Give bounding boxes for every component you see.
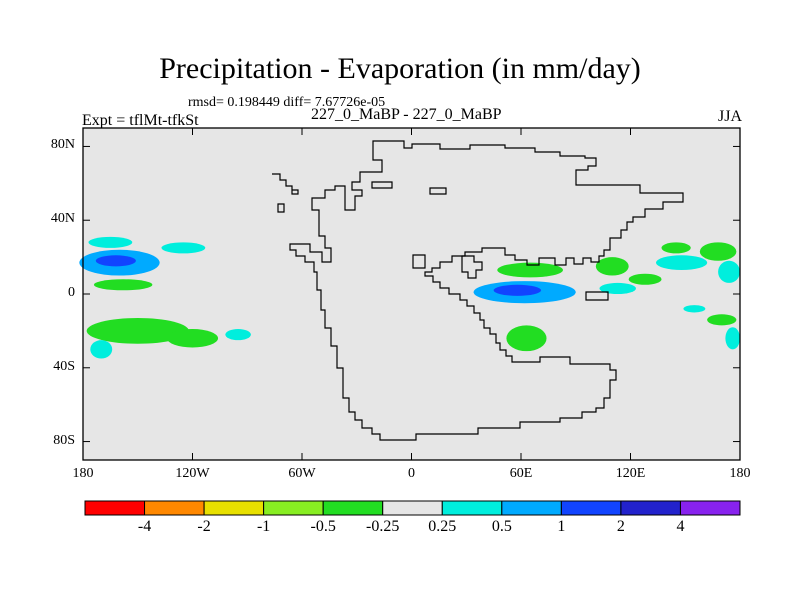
contour-blob-8 (225, 329, 251, 341)
experiment-label: Expt = tflMt-tfkSt (82, 112, 199, 129)
colorbar-label: -0.25 (366, 518, 400, 535)
colorbar-label: 0.25 (428, 518, 457, 535)
contour-blob-15 (628, 273, 662, 285)
colorbar-label: -1 (256, 518, 271, 535)
colorbar-box-10 (679, 500, 741, 516)
x-tick-label: 180 (729, 466, 751, 481)
contour-blob-5 (86, 317, 189, 344)
continent-outline (289, 140, 684, 441)
contour-blob-3 (161, 242, 206, 254)
period-label: 227_0_MaBP - 227_0_MaBP (311, 106, 502, 123)
colorbar-box-0 (84, 500, 146, 516)
colorbar-label: 2 (616, 518, 625, 535)
colorbar-box-3 (263, 500, 324, 516)
contour-blob-9 (497, 262, 563, 278)
contour-blob-1 (95, 255, 136, 267)
map-background (83, 128, 740, 460)
contour-blob-17 (661, 242, 691, 254)
contour-blob-16 (656, 255, 708, 271)
colorbar-box-7 (501, 500, 562, 516)
x-tick-label: 0 (408, 466, 415, 481)
colorbar-box-6 (441, 500, 503, 516)
island-outline (272, 173, 299, 213)
y-tick-label: 40S (53, 358, 75, 374)
y-tick-label: 80N (50, 137, 75, 153)
contour-blob-12 (506, 325, 547, 352)
colorbar-label: 0.5 (491, 518, 512, 535)
contour-blob-11 (493, 284, 542, 296)
y-tick-label: 0 (68, 285, 75, 300)
colorbar-box-5 (382, 500, 443, 516)
colorbar-box-4 (322, 500, 384, 516)
colorbar-label: -0.5 (310, 518, 336, 535)
y-tick-label: 80S (53, 432, 75, 448)
season-label: JJA (717, 108, 742, 125)
contour-blob-13 (595, 257, 629, 276)
x-tick-label: 120E (615, 466, 646, 481)
colorbar-box-8 (560, 500, 622, 516)
chart-title: Precipitation - Evaporation (in mm/day) (159, 52, 641, 85)
contour-fields (79, 236, 740, 359)
contour-blob-6 (166, 329, 219, 348)
contour-blob-22 (683, 305, 706, 313)
contour-blob-21 (725, 327, 740, 350)
y-tick-label: 40N (50, 211, 75, 227)
x-tick-label: 60E (509, 466, 533, 481)
colorbar-box-1 (144, 500, 205, 516)
x-tick-label: 60W (288, 466, 316, 481)
x-tick-label: 180 (72, 466, 94, 481)
colorbar-label: -4 (137, 518, 152, 535)
contour-blob-14 (599, 282, 636, 295)
contour-blob-18 (699, 242, 737, 261)
continent-outline-inner (371, 181, 609, 301)
contour-blob-20 (707, 314, 737, 326)
colorbar-label: 4 (676, 518, 685, 535)
colorbar-box-9 (620, 500, 681, 516)
contour-blob-19 (718, 260, 740, 283)
colorbar-label: -2 (197, 518, 211, 535)
colorbar (84, 500, 741, 516)
axis-ticks (82, 128, 741, 460)
x-tick-label: 120W (175, 466, 210, 481)
contour-blob-7 (90, 340, 113, 359)
contour-blob-4 (93, 279, 153, 291)
stats-label: rmsd= 0.198449 diff= 7.67726e-05 (188, 95, 386, 110)
colorbar-label: 1 (557, 518, 566, 535)
contour-blob-2 (88, 236, 133, 248)
colorbar-box-2 (203, 500, 265, 516)
